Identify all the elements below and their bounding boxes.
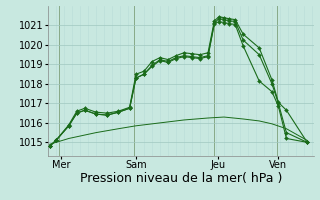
X-axis label: Pression niveau de la mer( hPa ): Pression niveau de la mer( hPa ) bbox=[80, 172, 282, 185]
